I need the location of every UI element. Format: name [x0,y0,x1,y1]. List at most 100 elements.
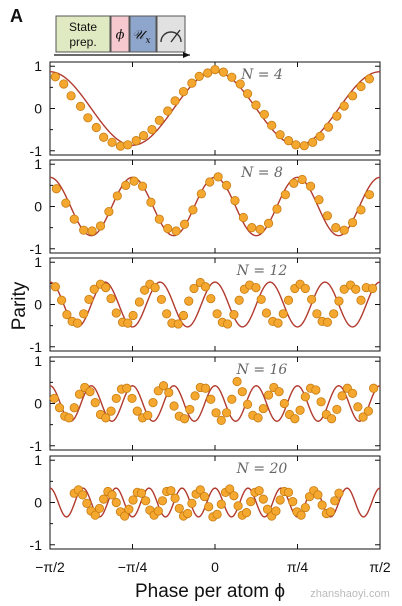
data-point [111,497,121,508]
fit-curve [49,71,381,146]
data-point [290,414,300,424]
data-point [358,412,368,422]
data-point [66,91,76,101]
data-point [238,212,248,223]
y-tick-label: 0 [34,396,42,412]
data-point [50,282,60,292]
data-point [54,403,65,413]
y-tick-label: 0 [34,199,42,215]
data-point [353,402,363,412]
x-tick-label: −π/4 [118,559,148,575]
data-point [106,293,116,304]
y-tick-label: -1 [30,143,43,159]
y-tick-label: -1 [30,537,43,553]
data-point [227,72,237,82]
data-point [188,205,198,215]
data-point [212,309,222,319]
data-point [94,503,105,514]
data-point [299,141,309,151]
y-tick-label: 0 [34,495,42,511]
data-point [339,225,349,235]
data-point [225,484,235,494]
data-point [339,284,349,294]
data-point [154,214,164,224]
data-point [206,394,216,404]
data-point [317,500,327,510]
data-point [90,510,100,520]
data-point [291,140,301,150]
data-point [128,310,138,321]
data-point [184,296,194,306]
data-point [331,223,341,233]
x-tick-label: π/2 [369,559,391,575]
panel-n16: -1 0 1 N = 16 [30,353,381,454]
data-point [99,132,109,142]
data-point [258,494,268,504]
data-point [315,131,325,141]
data-point [256,294,266,305]
data-point [348,388,358,398]
data-point [230,195,240,206]
data-point [283,295,294,305]
data-point [205,177,215,187]
data-point [104,206,114,217]
data-point [223,319,233,329]
data-point [64,413,74,423]
data-point [195,485,205,495]
data-point [90,398,100,408]
data-point [305,181,316,191]
data-point [95,221,106,231]
data-point [147,125,157,135]
n-label: N = 16 [236,362,288,378]
y-tick-label: 1 [34,156,42,172]
data-point [138,130,149,141]
data-point [132,406,142,416]
data-point [200,282,211,292]
data-point [212,509,222,519]
data-point [120,511,130,521]
data-point [253,413,263,423]
data-point [51,184,61,194]
data-point [85,387,95,397]
data-point [263,390,274,400]
data-point [356,205,366,215]
data-point [300,392,310,402]
phase-box [110,15,130,53]
data-point [211,408,221,418]
data-point [107,490,117,500]
data-point [154,115,164,125]
data-point [283,136,294,146]
data-point [258,403,268,414]
data-point [170,96,180,106]
data-point [254,486,264,496]
data-point [218,67,229,77]
data-point [300,502,310,513]
panel-n12: -1 0 1 N = 12 [30,254,381,355]
data-point [313,490,323,500]
data-point [216,415,226,426]
y-tick-label: -1 [30,339,43,355]
data-point [300,283,310,294]
data-point [101,282,111,293]
panel-letter: A [10,6,23,26]
data-point [307,294,317,305]
data-point [89,284,99,294]
data-point [163,223,173,234]
data-point [312,309,322,319]
data-point [247,223,257,233]
data-point [163,106,173,116]
state-prep-label-1: State [69,20,97,34]
data-point [170,493,180,503]
data-point [348,217,358,228]
data-point [111,308,121,318]
x-tick-labels: −π/2 −π/4 0 π/4 π/2 [35,559,391,575]
data-point [129,176,139,186]
phase-symbol: ϕ [116,28,125,43]
data-point [251,100,261,110]
data-point [179,414,190,424]
data-point [283,487,294,497]
data-point [326,414,337,424]
data-point [189,283,199,294]
data-point [229,310,239,320]
